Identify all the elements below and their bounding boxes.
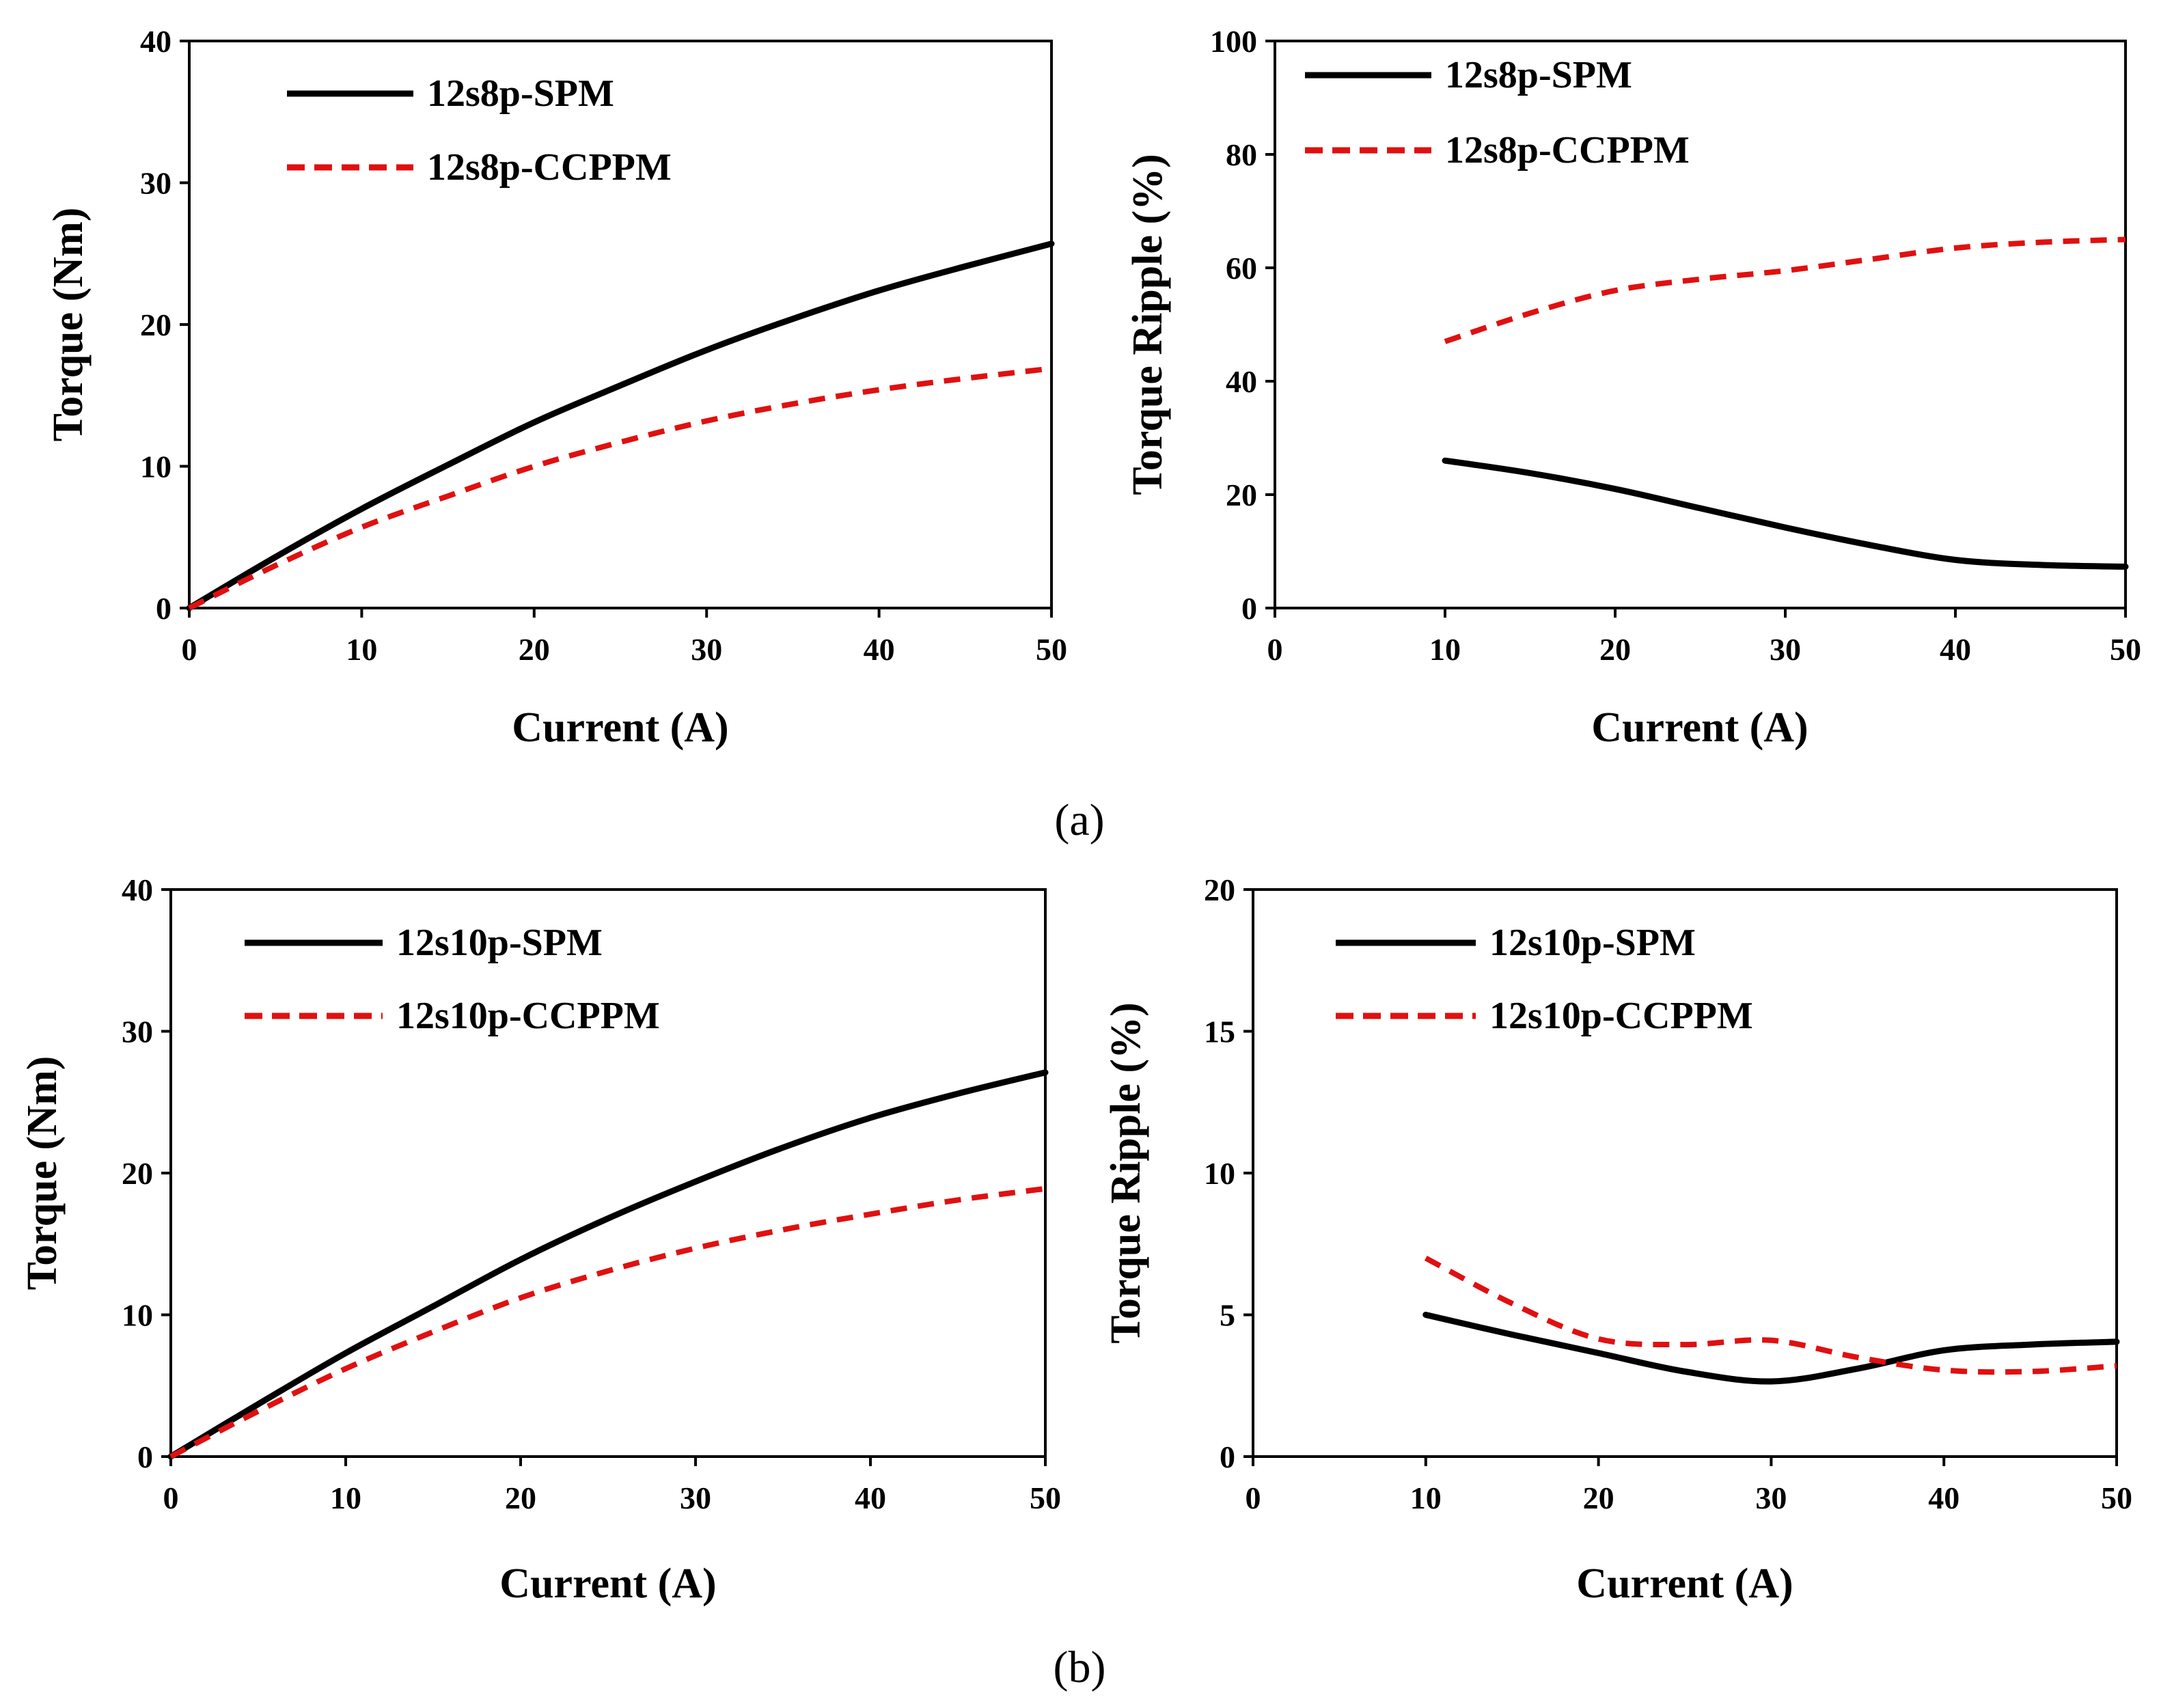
legend-label-ccppm: 12s10p-CCPPM <box>396 995 660 1037</box>
y-tick-label: 15 <box>1204 1015 1235 1049</box>
legend-label-ccppm: 12s10p-CCPPM <box>1489 995 1753 1037</box>
chart-a-ripple: 0 10 20 30 40 50 0 20 40 60 80 100 12s8p-SPM 12s8p-… <box>1125 24 2141 751</box>
y-tick-label: 20 <box>122 1156 153 1191</box>
legend-label-ccppm: 12s8p-CCPPM <box>1445 129 1690 171</box>
x-tick-label: 40 <box>1940 632 1971 667</box>
series-lines <box>186 240 1055 611</box>
y-tick-label: 60 <box>1226 251 1257 286</box>
y-axis-label: Torque Ripple (%) <box>1103 1002 1149 1344</box>
series-line-spm <box>186 240 1055 611</box>
y-axis-label: Torque (Nm) <box>45 208 92 442</box>
x-tick-label: 40 <box>864 632 895 667</box>
x-axis-label: Current (A) <box>1591 704 1808 751</box>
chart-b-torque: 0 10 20 30 40 50 0 10 20 30 40 12s10p-SPM 12s10p-C… <box>19 872 1061 1607</box>
y-tick-label: 30 <box>140 166 171 201</box>
y-tick-label: 0 <box>1241 591 1257 626</box>
legend-label-spm: 12s8p-SPM <box>1445 54 1632 96</box>
x-tick-label: 30 <box>680 1480 711 1515</box>
legend: 12s8p-SPM 12s8p-CCPPM <box>1305 54 1690 171</box>
axes: 0 10 20 30 40 50 0 10 20 30 40 <box>122 872 1061 1515</box>
plot-area <box>1274 40 2127 609</box>
chart-b-ripple: 0 10 20 30 40 50 0 5 10 15 20 12s10p-SPM 12s10p-CC… <box>1103 872 2132 1607</box>
x-tick-label: 20 <box>1599 632 1631 667</box>
series-line-ccppm <box>1424 1255 2117 1375</box>
y-axis-label: Torque (Nm) <box>19 1056 66 1291</box>
x-tick-label: 0 <box>182 632 197 667</box>
series-line-ccppm <box>169 1185 1046 1459</box>
x-tick-label: 10 <box>1429 632 1461 667</box>
plot-area <box>188 40 1053 609</box>
y-tick-label: 40 <box>122 872 153 907</box>
x-tick-label: 30 <box>691 632 722 667</box>
x-tick-label: 50 <box>1036 632 1067 667</box>
y-tick-label: 10 <box>122 1298 153 1333</box>
axes: 0 10 20 30 40 50 0 20 40 60 80 100 <box>1210 24 2141 667</box>
legend-label-ccppm: 12s8p-CCPPM <box>427 146 672 189</box>
axes: 0 10 20 30 40 50 0 10 20 30 40 <box>140 24 1067 667</box>
y-tick-label: 0 <box>156 591 171 626</box>
x-tick-label: 40 <box>1928 1480 1959 1515</box>
x-tick-label: 30 <box>1770 632 1801 667</box>
y-tick-label: 10 <box>140 450 171 484</box>
x-tick-label: 10 <box>1410 1480 1442 1515</box>
legend: 12s10p-SPM 12s10p-CCPPM <box>245 922 660 1037</box>
legend-label-spm: 12s10p-SPM <box>396 922 603 964</box>
y-tick-label: 20 <box>1204 872 1235 907</box>
chart-a-torque: 0 10 20 30 40 50 0 10 20 30 40 12s8p-SPM 12s8p-CCP… <box>45 24 1067 751</box>
legend-label-spm: 12s8p-SPM <box>427 72 614 115</box>
y-tick-label: 10 <box>1204 1156 1235 1191</box>
plot-area <box>169 888 1047 1458</box>
series-lines <box>167 1069 1049 1460</box>
y-tick-label: 0 <box>137 1440 153 1474</box>
x-axis-label: Current (A) <box>1576 1560 1793 1607</box>
series-line-ccppm <box>1444 236 2126 344</box>
series-line-spm <box>1422 1312 2120 1385</box>
series-line-spm <box>167 1069 1049 1460</box>
x-tick-label: 50 <box>2110 632 2141 667</box>
series-lines <box>1442 236 2129 570</box>
x-tick-label: 40 <box>855 1480 886 1515</box>
x-tick-label: 50 <box>2101 1480 2132 1515</box>
y-tick-label: 40 <box>140 24 171 59</box>
legend: 12s10p-SPM 12s10p-CCPPM <box>1336 922 1753 1037</box>
y-tick-label: 0 <box>1220 1440 1235 1474</box>
x-tick-label: 20 <box>1583 1480 1614 1515</box>
legend: 12s8p-SPM 12s8p-CCPPM <box>287 72 672 189</box>
x-tick-label: 20 <box>505 1480 536 1515</box>
x-tick-label: 20 <box>519 632 550 667</box>
y-tick-label: 20 <box>140 307 171 342</box>
x-tick-label: 50 <box>1030 1480 1061 1515</box>
x-tick-label: 10 <box>330 1480 361 1515</box>
y-tick-label: 20 <box>1226 478 1257 512</box>
x-tick-label: 10 <box>346 632 377 667</box>
y-tick-label: 40 <box>1226 364 1257 399</box>
caption-a: (a) <box>1054 795 1104 845</box>
x-tick-label: 0 <box>1267 632 1283 667</box>
y-tick-label: 80 <box>1226 137 1257 172</box>
series-line-spm <box>1442 457 2129 570</box>
x-axis-label: Current (A) <box>512 704 728 751</box>
caption-b: (b) <box>1054 1642 1106 1692</box>
series-line-ccppm <box>188 366 1052 611</box>
y-axis-label: Torque Ripple (%) <box>1125 154 1171 495</box>
x-axis-label: Current (A) <box>499 1560 716 1607</box>
x-tick-label: 0 <box>163 1480 179 1515</box>
series-lines <box>1422 1255 2120 1385</box>
axes: 0 10 20 30 40 50 0 5 10 15 20 <box>1204 872 2132 1515</box>
x-tick-label: 30 <box>1755 1480 1787 1515</box>
y-tick-label: 5 <box>1220 1298 1235 1333</box>
y-tick-label: 100 <box>1210 24 1257 59</box>
legend-label-spm: 12s10p-SPM <box>1489 922 1696 964</box>
y-tick-label: 30 <box>122 1015 153 1049</box>
x-tick-label: 0 <box>1246 1480 1261 1515</box>
